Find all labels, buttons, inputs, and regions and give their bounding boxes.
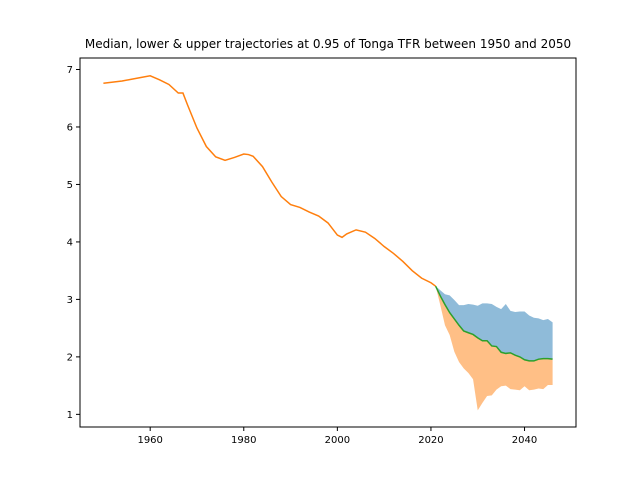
projection-bands [435, 286, 553, 411]
trajectory-lines [103, 75, 553, 362]
x-tick-label: 2020 [418, 435, 443, 446]
y-tick-label: 7 [67, 65, 73, 76]
plot-frame [79, 57, 577, 428]
lower-trajectory-band [435, 286, 553, 411]
x-axis: 1960 1980 2000 2020 2040 [137, 427, 537, 446]
y-tick-label: 2 [67, 352, 73, 363]
median-trajectory-line [434, 285, 553, 362]
y-tick-label: 1 [67, 410, 73, 421]
upper-trajectory-band [435, 286, 553, 361]
historical-tfr-line [103, 75, 437, 287]
x-tick-label: 1960 [137, 435, 162, 446]
x-tick-label: 2040 [512, 435, 537, 446]
chart-title: Median, lower & upper trajectories at 0.… [85, 37, 571, 51]
y-tick-label: 5 [67, 180, 73, 191]
x-tick-label: 2000 [325, 435, 350, 446]
y-axis: 1 2 3 4 5 6 7 [67, 65, 80, 421]
x-tick-label: 1980 [231, 435, 256, 446]
y-tick-label: 3 [67, 295, 73, 306]
y-tick-label: 4 [67, 237, 73, 248]
y-tick-label: 6 [67, 122, 73, 133]
